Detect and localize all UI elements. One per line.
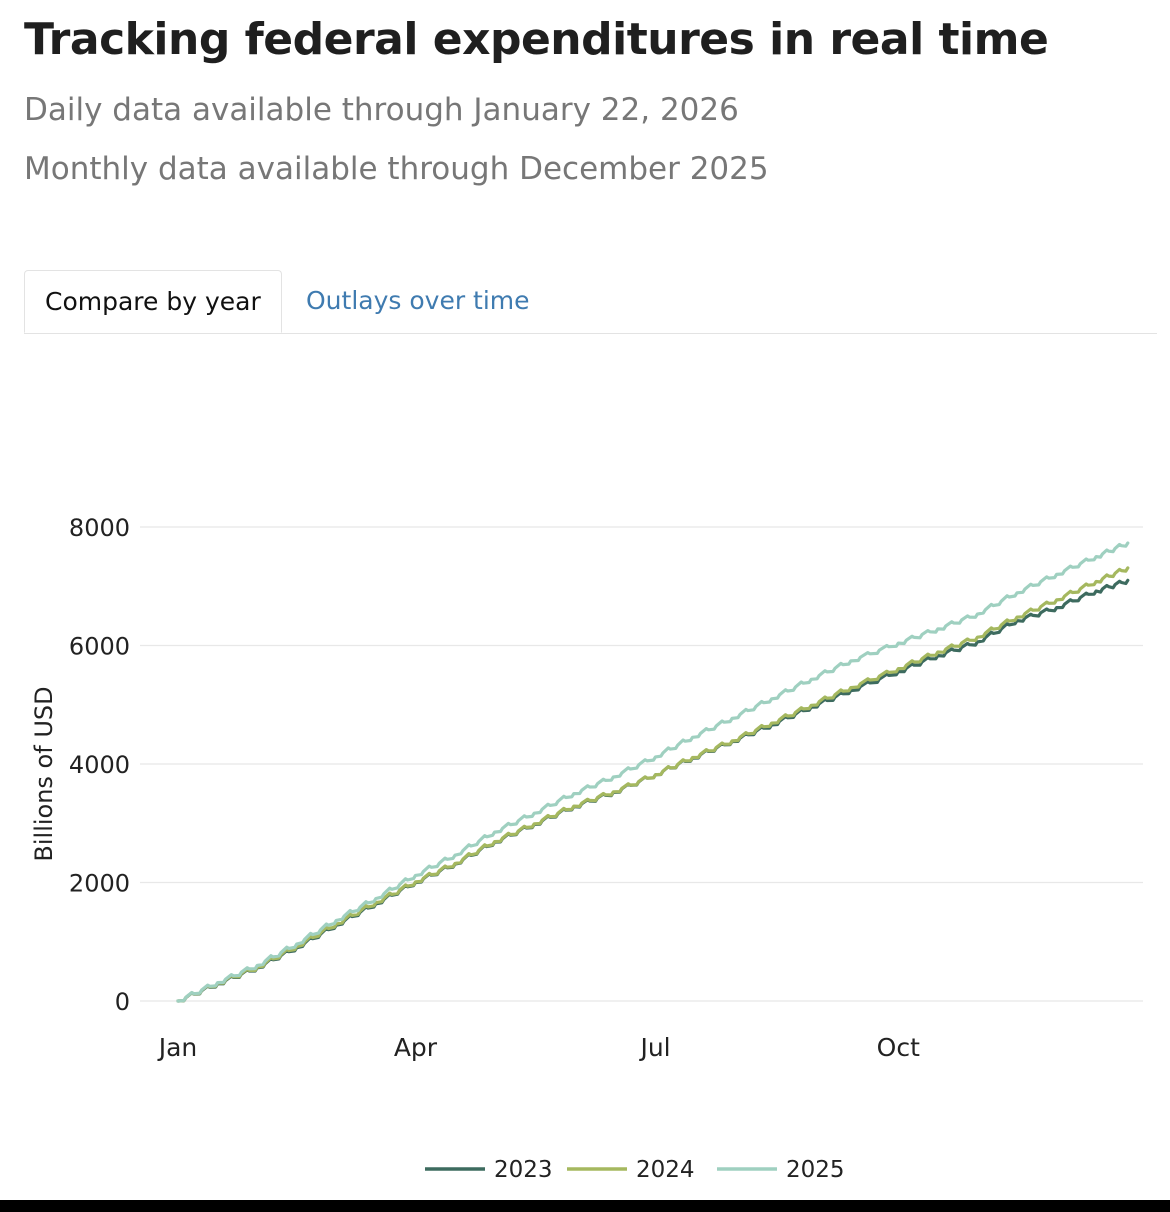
legend-label-2025: 2025 [786,1157,845,1183]
page-title: Tracking federal expenditures in real ti… [24,14,1049,65]
legend-label-2023: 2023 [494,1157,553,1183]
x-tick-label: Jul [638,1033,670,1062]
axes: 0 2000 4000 6000 8000 Jan Apr Jul Oct Billions of… [30,514,920,1062]
chart-tabs: Compare by year Outlays over time [24,270,1157,334]
x-tick-label: Apr [394,1033,438,1062]
chart-container: 0 2000 4000 6000 8000 Jan Apr Jul Oct Billions of… [0,340,1170,1200]
series-line-2024 [176,566,1130,1003]
legend: 2023 2024 2025 [425,1157,845,1183]
y-axis-title: Billions of USD [30,686,58,861]
series-line-2025 [176,541,1130,1003]
tab-compare-by-year[interactable]: Compare by year [24,270,282,333]
x-tick-label: Jan [157,1033,198,1062]
expenditure-line-chart: 0 2000 4000 6000 8000 Jan Apr Jul Oct Billions of… [30,514,1143,1183]
y-tick-label: 8000 [69,514,130,542]
y-tick-label: 6000 [69,633,130,661]
series-lines [176,541,1130,1003]
y-tick-label: 0 [115,988,130,1016]
daily-data-note: Daily data available through January 22,… [24,92,739,128]
y-tick-label: 2000 [69,870,130,898]
bottom-bar [0,1200,1170,1212]
x-tick-label: Oct [877,1033,920,1062]
monthly-data-note: Monthly data available through December … [24,151,769,187]
y-tick-label: 4000 [69,751,130,779]
tab-outlays-over-time[interactable]: Outlays over time [306,286,530,315]
series-line-2023 [176,578,1130,1003]
legend-label-2024: 2024 [636,1157,695,1183]
